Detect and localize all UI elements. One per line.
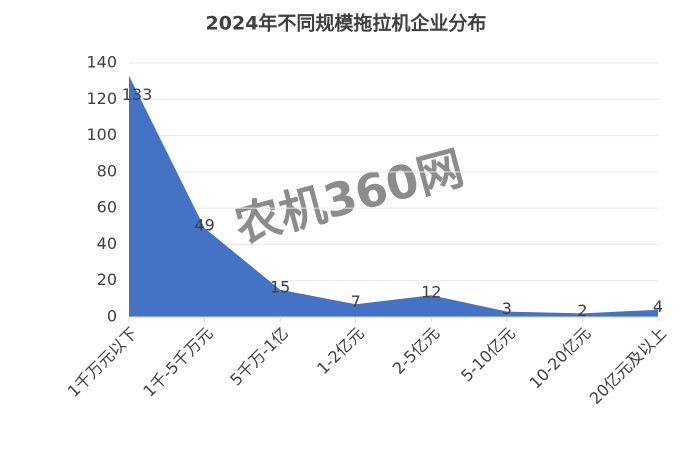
data-label: 133 bbox=[122, 85, 153, 104]
data-label: 2 bbox=[577, 301, 587, 320]
y-tick-label: 120 bbox=[86, 89, 117, 108]
y-tick-label: 80 bbox=[97, 161, 117, 180]
y-tick-label: 0 bbox=[107, 307, 117, 326]
y-tick-label: 40 bbox=[97, 234, 117, 253]
data-label: 4 bbox=[653, 297, 663, 316]
y-tick-label: 100 bbox=[86, 125, 117, 144]
data-label: 3 bbox=[502, 299, 512, 318]
data-label: 49 bbox=[194, 216, 214, 235]
area bbox=[129, 75, 658, 317]
data-label: 15 bbox=[270, 277, 290, 296]
data-label: 7 bbox=[351, 292, 361, 311]
chart-title: 2024年不同规模拖拉机企业分布 bbox=[206, 12, 487, 35]
data-label: 12 bbox=[421, 283, 441, 302]
y-tick-label: 20 bbox=[97, 270, 117, 289]
y-tick-label: 140 bbox=[86, 53, 117, 72]
y-tick-label: 60 bbox=[97, 198, 117, 217]
